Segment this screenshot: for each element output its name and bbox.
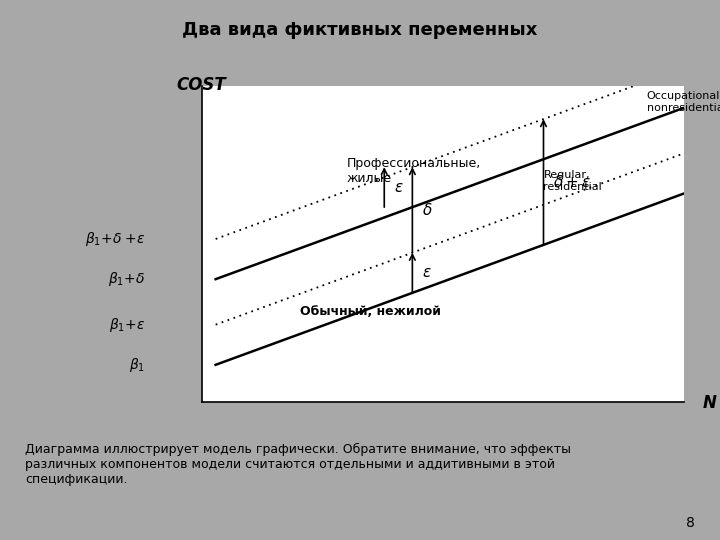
- Text: $\beta_1$: $\beta_1$: [130, 356, 145, 374]
- Text: Профессиональные,
жилые: Профессиональные, жилые: [347, 157, 481, 185]
- Text: $\varepsilon$: $\varepsilon$: [422, 265, 431, 280]
- Text: N: N: [703, 394, 716, 413]
- Text: COST: COST: [176, 77, 227, 94]
- Text: $\beta_1$+$\varepsilon$: $\beta_1$+$\varepsilon$: [109, 316, 145, 334]
- Text: Два вида фиктивных переменных: Два вида фиктивных переменных: [182, 21, 538, 39]
- Text: 8: 8: [686, 516, 695, 530]
- Text: Обычный, нежилой: Обычный, нежилой: [300, 305, 441, 318]
- Text: Occupational,
nonresidential: Occupational, nonresidential: [647, 91, 720, 113]
- Text: $\varepsilon$: $\varepsilon$: [394, 180, 403, 194]
- Text: $\beta_1$+$\delta$ +$\varepsilon$: $\beta_1$+$\delta$ +$\varepsilon$: [85, 230, 145, 248]
- Text: $\delta$: $\delta$: [422, 202, 432, 218]
- Text: Regular,
residential: Regular, residential: [544, 170, 602, 192]
- Text: $\beta_1$+$\delta$: $\beta_1$+$\delta$: [109, 270, 145, 288]
- Text: $\delta +\varepsilon$: $\delta +\varepsilon$: [553, 174, 590, 190]
- Text: Диаграмма иллюстрирует модель графически. Обратите внимание, что эффекты
различн: Диаграмма иллюстрирует модель графически…: [25, 443, 571, 485]
